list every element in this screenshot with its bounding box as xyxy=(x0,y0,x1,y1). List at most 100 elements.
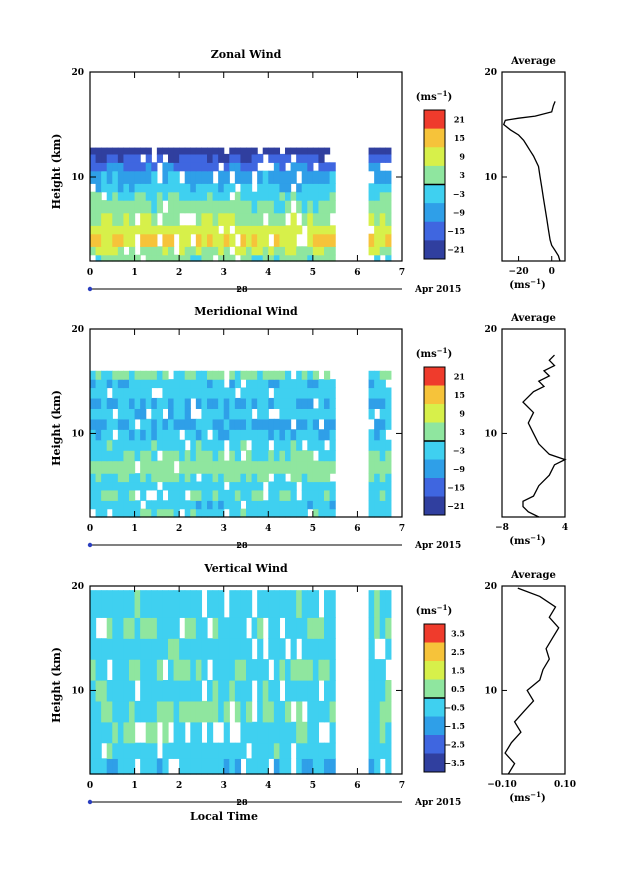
heatmap-cell xyxy=(240,233,247,247)
heatmap-cell xyxy=(168,418,175,430)
heatmap-cell xyxy=(285,439,292,451)
heatmap-cell xyxy=(162,254,169,262)
heatmap-cell xyxy=(140,233,147,247)
heatmap-cell xyxy=(223,200,230,214)
heatmap-cell xyxy=(173,418,180,430)
colorbar-swatch xyxy=(424,642,445,662)
heatmap-cell xyxy=(134,408,141,420)
heatmap-cell xyxy=(268,429,275,441)
heatmap-cell xyxy=(140,246,147,256)
heatmap-cell xyxy=(195,450,203,462)
heatmap-cell xyxy=(140,460,147,474)
heatmap-cell xyxy=(112,638,119,660)
heatmap-cell xyxy=(329,500,336,510)
heatmap-cell xyxy=(162,370,169,380)
heatmap-cell xyxy=(307,460,314,474)
heatmap-cell xyxy=(240,387,247,399)
heatmap-cell xyxy=(279,638,286,660)
heatmap-cell xyxy=(273,450,281,462)
heatmap-cell xyxy=(207,450,214,462)
heatmap-cell xyxy=(279,473,286,483)
heatmap-cell xyxy=(117,617,125,639)
heatmap-cell xyxy=(190,473,197,483)
heatmap-cell xyxy=(90,450,97,462)
heatmap-cell xyxy=(156,500,164,510)
heatmap-cell xyxy=(324,700,331,723)
heatmap-cell xyxy=(240,200,247,214)
colorbar-swatch xyxy=(424,147,445,167)
heatmap-cell xyxy=(257,500,264,510)
heatmap-cell xyxy=(145,254,152,262)
heatmap-cell xyxy=(257,481,264,491)
heatmap-cell xyxy=(140,225,147,235)
x-tick-label: 4 xyxy=(265,781,271,791)
heatmap-cell xyxy=(129,758,136,775)
heatmap-cell xyxy=(251,191,258,201)
heatmap-cell xyxy=(101,397,108,409)
heatmap-cell xyxy=(117,147,125,155)
heatmap-cell xyxy=(290,387,297,399)
heatmap-cell xyxy=(374,489,381,501)
colorbar-unit: (ms−1) xyxy=(416,603,452,617)
colorbar-tick-label: 15 xyxy=(454,390,465,400)
heatmap-cell xyxy=(156,254,164,262)
heatmap-cell xyxy=(179,638,186,660)
heatmap-cell xyxy=(151,191,158,201)
heatmap-cell xyxy=(257,460,264,474)
heatmap-cell xyxy=(168,379,175,389)
heatmap-cell xyxy=(312,680,320,702)
heatmap-cell xyxy=(268,212,275,226)
heatmap-cell xyxy=(101,450,108,462)
heatmap-cell xyxy=(301,212,308,226)
heatmap-cell xyxy=(234,418,242,430)
heatmap-cell xyxy=(385,450,392,462)
x-tick-label: 0 xyxy=(87,524,93,534)
heatmap-cell xyxy=(307,147,314,155)
heatmap-cell xyxy=(257,170,264,184)
heatmap-cell xyxy=(279,489,286,501)
heatmap-cell xyxy=(145,418,152,430)
heatmap-cell xyxy=(307,758,314,775)
heatmap-cell xyxy=(95,200,102,214)
heatmap-cell xyxy=(106,162,113,172)
heatmap-cell xyxy=(257,397,264,409)
heatmap-cell xyxy=(307,721,314,744)
heatmap-cell xyxy=(279,233,286,247)
heatmap-cell xyxy=(106,481,113,491)
heatmap-cell xyxy=(101,700,108,723)
colorbar-tick-label: −15 xyxy=(447,226,465,236)
heatmap-cell xyxy=(296,397,303,409)
heatmap-cell xyxy=(385,680,392,702)
heatmap-cell xyxy=(223,460,230,474)
heatmap-cell xyxy=(90,370,97,380)
heatmap-cell xyxy=(129,370,136,380)
heatmap-cell xyxy=(234,758,242,775)
heatmap-cell xyxy=(329,379,336,389)
heatmap-cell xyxy=(240,254,247,262)
colorbar-tick-label: −1.5 xyxy=(444,721,465,731)
heatmap-cell xyxy=(246,233,253,247)
heatmap-cell xyxy=(184,254,191,262)
heatmap-cell xyxy=(251,379,258,389)
heatmap-cell xyxy=(234,500,242,510)
heatmap-cell xyxy=(117,500,125,510)
heatmap-cell xyxy=(207,758,214,775)
colorbar-tick-label: −15 xyxy=(447,482,465,492)
heatmap-cell xyxy=(251,473,258,483)
heatmap-cell xyxy=(318,758,325,775)
average-unit-base: (ms xyxy=(509,280,530,291)
heatmap-cell xyxy=(90,162,97,172)
heatmap-cell xyxy=(234,225,242,235)
heatmap-cell xyxy=(240,162,247,172)
heatmap-cell xyxy=(251,233,258,247)
colorbar-swatch xyxy=(424,496,445,516)
heatmap-cell xyxy=(112,397,119,409)
heatmap-cell xyxy=(385,387,392,399)
colorbar-swatch xyxy=(424,753,445,773)
heatmap-cell xyxy=(195,370,203,380)
heatmap-cell xyxy=(234,481,242,491)
unit-superscript: −1 xyxy=(437,603,448,612)
heatmap-cell xyxy=(212,418,219,430)
heatmap-cell xyxy=(101,508,108,518)
